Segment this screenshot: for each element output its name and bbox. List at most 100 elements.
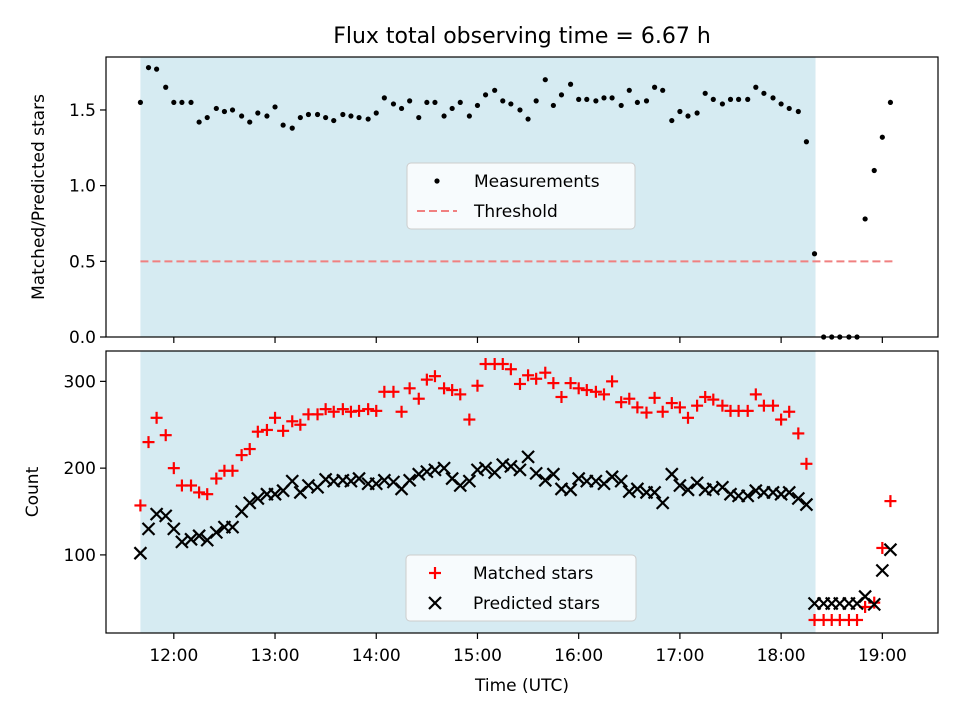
matched-star-point [699, 390, 712, 403]
matched-star-point [606, 375, 619, 388]
measurement-point [163, 84, 169, 90]
matched-star-point [294, 418, 307, 431]
measurements-series [137, 64, 894, 340]
matched-star-point [539, 366, 552, 379]
measurement-point [314, 111, 321, 118]
matched-star-point [319, 403, 332, 416]
measurement-point [786, 105, 792, 112]
predicted-star-point [665, 467, 679, 481]
predicted-star-point [141, 522, 156, 536]
measurement-point [862, 216, 868, 222]
predicted-star-point [420, 464, 434, 479]
legend-measurements-marker [434, 178, 440, 184]
matched-star-point [142, 436, 155, 449]
matched-star-point [572, 382, 585, 395]
predicted-star-point [453, 478, 468, 493]
matched-star-point [403, 382, 416, 395]
predicted-star-point [192, 529, 206, 543]
matched-star-point [150, 411, 163, 424]
measurement-point [618, 102, 624, 109]
measurement-point [879, 134, 885, 140]
predicted-star-point [614, 474, 628, 488]
predicted-star-point [209, 525, 224, 540]
bottom-y-axis: 100 200 300 [64, 372, 106, 566]
measurement-point [137, 99, 144, 106]
matched-star-point [648, 391, 661, 404]
matched-star-point [640, 406, 653, 419]
bottom-legend-box [405, 554, 637, 622]
measurement-point [753, 84, 759, 90]
measurement-point [365, 116, 371, 122]
measurement-point [432, 99, 438, 106]
measurement-point [424, 99, 430, 106]
matched-star-point [741, 404, 754, 417]
matched-star-point [851, 613, 864, 626]
measurement-point [576, 96, 582, 102]
predicted-star-point [167, 522, 181, 536]
matched-star-point [327, 405, 340, 418]
predicted-star-point [495, 457, 510, 472]
measurement-point [441, 113, 447, 119]
bottom-xtick-label: 19:00 [858, 646, 907, 666]
matched-star-point [428, 370, 441, 383]
measurement-point [272, 104, 278, 110]
measurement-point [803, 139, 810, 145]
legend-predicted-label: Predicted stars [473, 594, 600, 614]
matched-star-point [767, 399, 780, 412]
measurement-point [331, 117, 337, 124]
measurement-point [145, 64, 152, 71]
measurement-point [770, 95, 776, 101]
matched-star-point [623, 392, 636, 405]
matched-star-point [336, 403, 349, 416]
measurement-point [558, 92, 565, 98]
predicted-star-point [622, 484, 637, 499]
top-y-axis-label: Matched/Predicted stars [29, 94, 49, 300]
predicted-star-point [251, 491, 265, 506]
bottom-panel: 100 200 300 12:00 13:00 14:00 15:00 16:00 17:00… [23, 350, 939, 696]
measurement-point [188, 99, 194, 106]
measurement-point [660, 87, 666, 93]
matched-star-point [387, 385, 400, 398]
predicted-star-point [867, 597, 882, 612]
measurement-point [542, 77, 548, 83]
predicted-star-point [546, 467, 561, 481]
matched-star-point [362, 403, 375, 416]
matched-star-point [681, 411, 694, 424]
legend-predicted-marker [428, 596, 442, 610]
measurement-point [482, 92, 489, 98]
predicted-star-point [529, 466, 543, 481]
matched-star-point [665, 397, 678, 410]
measurement-point [213, 105, 219, 112]
matched-star-point [749, 388, 762, 401]
measurement-point [634, 99, 640, 106]
bottom-xtick-label: 16:00 [554, 646, 603, 666]
matched-star-point [251, 425, 264, 438]
measurement-point [204, 114, 210, 121]
predicted-star-point [749, 483, 763, 498]
measurement-point [626, 87, 632, 93]
predicted-star-point [563, 483, 578, 497]
predicted-star-point [571, 471, 586, 486]
predicted-star-point [799, 497, 814, 512]
top-panel: 0.0 0.5 1.0 1.5 Matched/Predicted stars Mea… [29, 56, 939, 348]
chart-title: Flux total observing time = 6.67 h [333, 24, 711, 49]
matched-star-point [656, 405, 669, 418]
top-x-axis [173, 337, 883, 343]
measurement-point [677, 108, 683, 115]
matched-star-point [471, 379, 484, 392]
bottom-ytick-label: 100 [64, 546, 96, 566]
matched-star-point [504, 363, 517, 376]
measurement-point [508, 101, 514, 107]
predicted-star-point [681, 483, 695, 497]
measurement-point [340, 111, 346, 118]
predicted-star-point [470, 463, 485, 477]
measurement-point [289, 125, 295, 131]
matched-star-point [876, 541, 889, 554]
predicted-star-point [791, 491, 806, 506]
bottom-ytick-label: 300 [64, 372, 96, 392]
matched-star-point [530, 372, 543, 385]
matched-star-point [167, 462, 180, 475]
measurement-point [297, 114, 303, 121]
matched-star-point [513, 377, 526, 390]
